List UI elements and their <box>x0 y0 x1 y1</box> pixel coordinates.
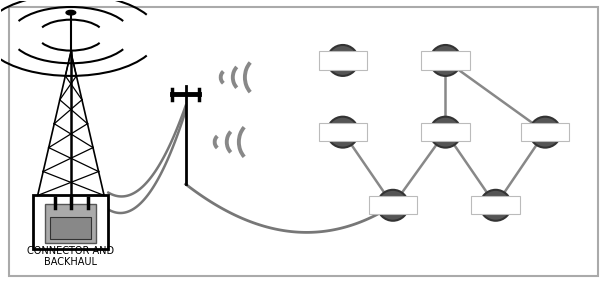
FancyBboxPatch shape <box>421 51 470 70</box>
FancyBboxPatch shape <box>319 51 367 70</box>
Text: CONNECTOR AND
BACKHAUL: CONNECTOR AND BACKHAUL <box>27 246 115 267</box>
FancyBboxPatch shape <box>319 123 367 141</box>
Ellipse shape <box>327 45 358 76</box>
FancyBboxPatch shape <box>472 196 520 214</box>
Circle shape <box>66 11 76 15</box>
FancyBboxPatch shape <box>46 204 97 243</box>
Ellipse shape <box>480 190 511 221</box>
Ellipse shape <box>430 117 461 148</box>
Ellipse shape <box>430 45 461 76</box>
FancyBboxPatch shape <box>8 7 599 275</box>
FancyBboxPatch shape <box>369 196 417 214</box>
FancyBboxPatch shape <box>50 216 92 239</box>
FancyBboxPatch shape <box>521 123 569 141</box>
FancyBboxPatch shape <box>421 123 470 141</box>
FancyBboxPatch shape <box>33 195 108 249</box>
Ellipse shape <box>327 117 358 148</box>
Ellipse shape <box>378 190 409 221</box>
Ellipse shape <box>530 117 561 148</box>
